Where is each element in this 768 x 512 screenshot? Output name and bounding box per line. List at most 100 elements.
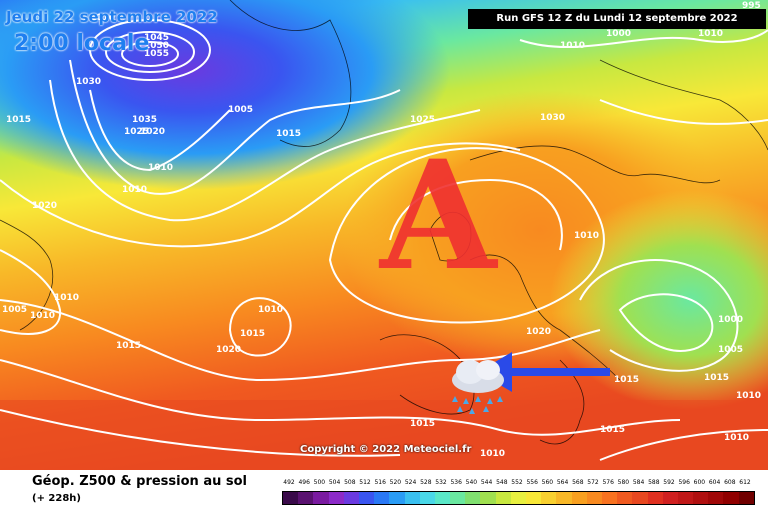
isobar-label: 995 [742, 1, 761, 11]
chart-title: Géop. Z500 & pression au sol [32, 474, 247, 489]
isobar-label: 1000 [718, 315, 743, 325]
isobar-label: 1015 [614, 375, 639, 385]
high-pressure-marker: A [378, 128, 499, 304]
legend-swatch [586, 492, 602, 504]
legend-swatch [693, 492, 709, 504]
legend-label: 608 [724, 479, 736, 486]
isobar-label: 1010 [90, 13, 115, 23]
isobar-label: 1015 [276, 129, 301, 139]
legend-swatch [404, 492, 420, 504]
legend-swatch [419, 492, 435, 504]
isobar-label: 1015 [6, 115, 31, 125]
isobar-label: 1010 [258, 305, 283, 315]
isobar-label: 1020 [32, 201, 57, 211]
isobar-label: 1000 [606, 29, 631, 39]
legend-label: 604 [708, 479, 721, 486]
isobar-label: 1025 [124, 127, 149, 137]
legend-label: 548 [496, 479, 508, 486]
isobar-label: 1010 [574, 231, 599, 241]
legend-swatch [283, 492, 299, 504]
isobar-label: 1035 [132, 115, 157, 125]
legend-swatch [298, 492, 314, 504]
isobar-label: 1015 [600, 425, 625, 435]
legend-swatch [571, 492, 587, 504]
legend-swatch [738, 492, 754, 504]
legend-label: 584 [632, 479, 645, 486]
legend-label: 516 [374, 479, 386, 486]
legend-swatch [313, 492, 329, 504]
legend-label: 528 [420, 479, 432, 486]
isobar-label: 1010 [736, 391, 761, 401]
isobar-label: 1050 [144, 41, 169, 51]
legend-swatch [556, 492, 572, 504]
legend-swatch [465, 492, 481, 504]
isobar-label: 1030 [540, 113, 565, 123]
isobar-label: 1020 [526, 327, 551, 337]
isobar-label: 1010 [698, 29, 723, 39]
legend-label: 612 [739, 479, 751, 486]
legend-swatch [343, 492, 359, 504]
legend-label: 596 [678, 479, 690, 486]
legend-labels: 492 496 500 504 508 512 516 520 524 528 532 536 540 5… [282, 479, 752, 491]
legend-swatch [328, 492, 344, 504]
legend-swatch [601, 492, 618, 504]
pressure-labels: 1045105010551030103510251020100510101015… [2, 1, 761, 459]
legend-label: 524 [404, 479, 417, 486]
legend-label: 588 [648, 479, 660, 486]
legend-label: 568 [572, 479, 584, 486]
legend-swatch [510, 492, 526, 504]
legend-label: 564 [556, 479, 569, 486]
legend-label: 520 [389, 479, 402, 486]
legend-label: 592 [663, 479, 675, 486]
legend-swatch [617, 492, 633, 504]
legend-swatch [480, 492, 496, 504]
isobar-label: 1015 [410, 419, 435, 429]
legend-label: 508 [344, 479, 356, 486]
rain-cloud-icon [452, 360, 504, 414]
copyright-text: Copyright © 2022 Meteociel.fr [300, 444, 472, 455]
legend-swatch [723, 492, 739, 504]
legend-label: 536 [450, 479, 462, 486]
legend-label: 492 [283, 479, 295, 486]
isobar-label: 1010 [30, 311, 55, 321]
legend-swatch [632, 492, 648, 504]
isobar-label: 1010 [122, 185, 147, 195]
isobar-label: 1020 [140, 127, 165, 137]
legend-label: 572 [587, 479, 599, 486]
isobar-label: 1010 [54, 293, 79, 303]
isobar-label: 1020 [216, 345, 241, 355]
legend-label: 560 [541, 479, 554, 486]
run-info-banner: Run GFS 12 Z du Lundi 12 septembre 2022 [468, 9, 766, 29]
isobar-label: 1005 [718, 345, 743, 355]
isobar-label: 1055 [144, 49, 169, 59]
isobar-label: 1010 [724, 433, 749, 443]
isobar-label: 1010 [560, 41, 585, 51]
color-legend [282, 491, 755, 505]
lead-time: (+ 228h) [32, 493, 81, 504]
legend-label: 576 [602, 479, 614, 486]
isobar-label: 1005 [228, 105, 253, 115]
legend-label: 504 [328, 479, 341, 486]
legend-swatch [526, 492, 542, 504]
legend-label: 496 [298, 479, 310, 486]
isobar-label: 1005 [2, 305, 27, 315]
isobar-label: 1015 [704, 373, 729, 383]
legend-label: 500 [313, 479, 326, 486]
isobar-label: 1030 [76, 77, 101, 87]
legend-swatch [708, 492, 724, 504]
legend-label: 580 [617, 479, 630, 486]
legend-label: 556 [526, 479, 538, 486]
forecast-date: Jeudi 22 septembre 2022 [6, 8, 218, 26]
forecast-time: 2:00 locale [14, 31, 150, 56]
legend-label: 544 [480, 479, 493, 486]
isobar-label: 1015 [116, 341, 141, 351]
legend-swatch [389, 492, 405, 504]
legend-swatch [495, 492, 511, 504]
legend-swatch [541, 492, 557, 504]
legend-swatch [662, 492, 678, 504]
isobar-label: 1015 [240, 329, 265, 339]
legend-swatch [434, 492, 451, 504]
legend-label: 512 [359, 479, 371, 486]
legend-swatch [677, 492, 694, 504]
